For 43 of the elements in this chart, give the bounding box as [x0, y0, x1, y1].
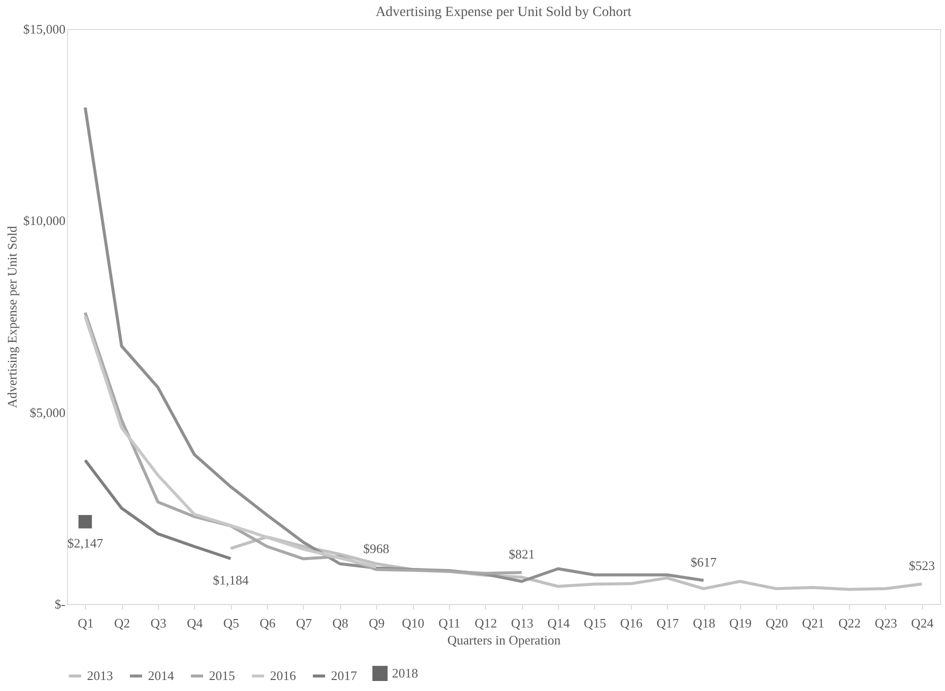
- x-tick-label: Q10: [402, 616, 424, 630]
- data-label: $617: [690, 554, 718, 570]
- x-tick-label: Q18: [692, 616, 716, 630]
- x-tick-label: Q2: [114, 616, 130, 630]
- x-tick-label: Q5: [223, 616, 240, 630]
- x-tick-label: Q9: [368, 616, 385, 630]
- x-tick-label: Q17: [656, 616, 680, 630]
- x-tick-label: Q11: [438, 616, 460, 630]
- x-tick-label: Q21: [802, 616, 824, 630]
- data-label: $821: [508, 546, 535, 562]
- legend-label: 2018: [392, 665, 418, 680]
- y-axis-title: Advertising Expense per Unit Sold: [4, 226, 20, 408]
- x-tick-label: Q6: [260, 616, 276, 630]
- x-tick-label: Q1: [78, 616, 94, 630]
- x-tick-label: Q8: [332, 616, 348, 630]
- x-tick-label: Q15: [584, 616, 606, 630]
- y-tick-label: $5,000: [30, 404, 66, 420]
- data-label: $1,184: [212, 572, 250, 588]
- x-tick-label: Q7: [296, 616, 312, 630]
- legend-label: 2015: [209, 668, 235, 683]
- x-tick-label: Q19: [729, 616, 752, 630]
- data-label: $968: [363, 540, 390, 556]
- x-axis-title: Quarters in Operation: [447, 632, 562, 648]
- legend-label: 2017: [331, 668, 358, 683]
- legend-label: 2016: [270, 668, 296, 683]
- y-tick-label: $10,000: [23, 213, 66, 228]
- x-tick-label: Q14: [547, 616, 570, 630]
- x-tick-label: Q24: [911, 616, 934, 630]
- data-label: $2,147: [67, 536, 104, 551]
- legend-label: 2013: [87, 668, 113, 683]
- x-tick-label: Q20: [766, 616, 788, 630]
- x-tick-label: Q16: [620, 616, 644, 630]
- data-label: $523: [908, 558, 935, 573]
- chart-title: Advertising Expense per Unit Sold by Cohort: [376, 5, 632, 20]
- y-tick-label: $-: [54, 596, 66, 612]
- x-tick-label: Q12: [474, 616, 498, 630]
- x-tick-label: Q3: [150, 616, 166, 630]
- x-tick-label: Q13: [510, 616, 534, 630]
- x-tick-label: Q4: [186, 616, 204, 630]
- y-tick-label: $15,000: [23, 22, 66, 36]
- x-tick-label: Q23: [874, 616, 898, 630]
- legend-label: 2014: [148, 668, 174, 683]
- x-tick-label: Q22: [838, 616, 861, 630]
